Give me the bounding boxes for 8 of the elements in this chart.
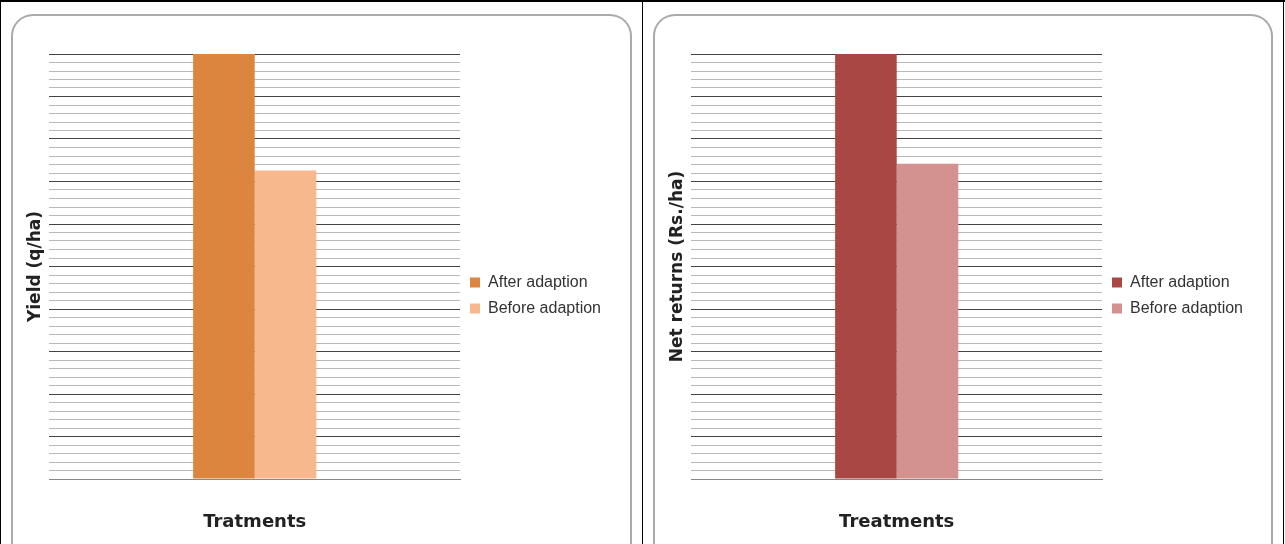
y-axis-title: Net returns (Rs./ha): [665, 170, 686, 363]
legend-label: Before adaption: [1130, 298, 1244, 316]
y-axis-title: Yield (q/ha): [23, 210, 44, 324]
legend-label: After adaption: [488, 272, 588, 290]
legend-label: After adaption: [1130, 272, 1230, 290]
x-axis-title: Treatments: [839, 509, 955, 531]
legend-label: Before adaption: [488, 298, 602, 316]
x-axis-title: Tratments: [203, 509, 307, 531]
